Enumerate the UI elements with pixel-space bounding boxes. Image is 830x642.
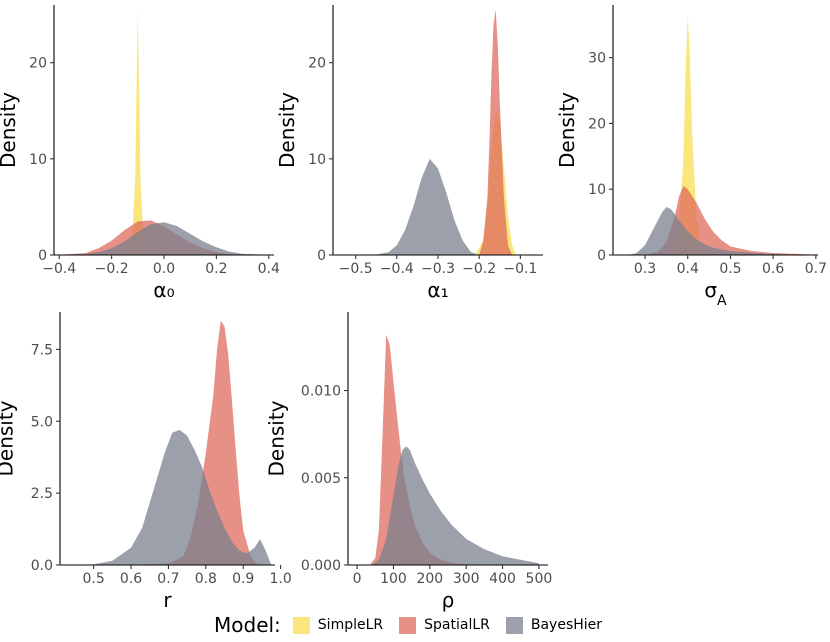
y-tick-label: 0.005 (301, 471, 341, 487)
density-area-spatiallr (131, 320, 259, 565)
y-tick-label: 7.5 (31, 342, 53, 358)
panel-sigma-a: 0.3 0.4 0.5 0.6 0.7 0 10 20 30 Density σA (555, 5, 827, 309)
x-axis-title: α₁ (427, 278, 448, 302)
x-axis-title: α₀ (153, 278, 174, 302)
x-tick-label: 300 (453, 571, 480, 587)
y-tick-label: 2.5 (31, 486, 53, 502)
panel-alpha0: −0.4 −0.2 0.0 0.2 0.4 0 10 20 Density α₀ (0, 5, 280, 302)
legend: Model: SimpleLR SpatialLR BayesHier (214, 610, 618, 640)
density-area-bayeshier (335, 158, 480, 255)
density-area-simplelr (111, 9, 164, 256)
x-tick-label: −0.2 (95, 261, 129, 277)
panel-rho: 0 100 200 300 400 500 0.000 0.005 0.010 Density ρ (265, 312, 552, 612)
x-tick-label: 0.4 (258, 261, 280, 277)
x-tick-label: 0.0 (153, 261, 175, 277)
x-tick-label: 0.7 (157, 571, 179, 587)
y-tick-label: 10 (29, 152, 47, 168)
x-tick-label: −0.4 (42, 261, 76, 277)
x-tick-label: 0.7 (805, 261, 827, 277)
x-tick-label: 0.9 (232, 571, 254, 587)
x-tick-label: −0.4 (380, 261, 414, 277)
y-tick-label: 20 (308, 56, 326, 72)
y-axis-title: Density (275, 92, 299, 168)
y-tick-label: 5.0 (31, 414, 53, 430)
density-area-bayeshier (67, 429, 272, 565)
x-tick-label: 0.6 (120, 571, 142, 587)
y-tick-label: 20 (588, 116, 606, 132)
y-axis-title: Density (0, 400, 18, 476)
x-tick-label: 1.0 (269, 571, 291, 587)
y-tick-label: 10 (588, 182, 606, 198)
x-tick-label: 0.3 (634, 261, 656, 277)
x-tick-label: 0.5 (83, 571, 105, 587)
y-axis-title: Density (265, 400, 289, 476)
x-tick-label: 400 (489, 571, 516, 587)
x-tick-label: −0.2 (462, 261, 496, 277)
legend-label-simplelr: SimpleLR (317, 617, 384, 633)
y-tick-label: 0.010 (301, 384, 341, 400)
panel-alpha1: −0.5 −0.4 −0.3 −0.2 −0.1 0 10 20 Density α₁ (275, 5, 543, 302)
x-tick-label: −0.3 (421, 261, 455, 277)
legend-key-bayeshier (505, 616, 523, 634)
density-area-bayeshier (371, 446, 539, 565)
density-area-bayeshier (627, 206, 816, 255)
legend-label-bayeshier: BayesHier (530, 617, 603, 633)
x-tick-label: 0.2 (205, 261, 227, 277)
y-axis-title: Density (0, 92, 20, 168)
legend-item-bayeshier: BayesHier (505, 616, 603, 634)
x-axis-title: σA (704, 278, 727, 309)
x-axis-title: ρ (442, 588, 455, 612)
x-tick-label: −0.5 (339, 261, 373, 277)
legend-label-spatiallr: SpatialLR (424, 617, 490, 633)
legend-item-spatiallr: SpatialLR (399, 616, 490, 634)
legend-title: Model: (214, 613, 281, 637)
x-tick-label: 0 (353, 571, 362, 587)
y-tick-label: 10 (308, 152, 326, 168)
y-tick-label: 20 (29, 56, 47, 72)
legend-item-simplelr: SimpleLR (292, 616, 384, 634)
density-area-bayeshier (59, 222, 269, 255)
y-axis-title: Density (555, 92, 579, 168)
y-tick-label: 0 (597, 248, 606, 264)
x-tick-label: 500 (526, 571, 553, 587)
y-tick-label: 0 (317, 248, 326, 264)
y-tick-label: 0 (38, 248, 47, 264)
legend-key-spatiallr (399, 616, 417, 634)
x-tick-label: 0.4 (677, 261, 699, 277)
x-tick-label: 0.6 (762, 261, 784, 277)
x-tick-label: 0.8 (195, 571, 217, 587)
x-tick-label: −0.1 (503, 261, 537, 277)
density-area-spatiallr (479, 9, 513, 256)
x-tick-label: 200 (416, 571, 443, 587)
legend-key-simplelr (292, 616, 310, 634)
x-tick-label: 0.5 (719, 261, 741, 277)
y-tick-label: 0.000 (301, 558, 341, 574)
y-tick-label: 30 (588, 51, 606, 67)
x-axis-title: r (163, 588, 172, 612)
x-tick-label: 100 (380, 571, 407, 587)
y-tick-label: 0.0 (31, 558, 53, 574)
density-area-simplelr (670, 14, 705, 256)
panel-r: 0.5 0.6 0.7 0.8 0.9 1.0 0.0 2.5 5.0 7.5 Density r (0, 312, 292, 612)
